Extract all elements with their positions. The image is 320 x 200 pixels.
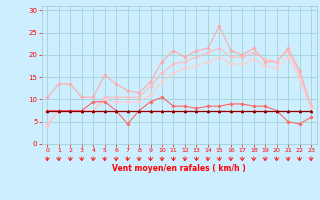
- X-axis label: Vent moyen/en rafales ( km/h ): Vent moyen/en rafales ( km/h ): [112, 164, 246, 173]
